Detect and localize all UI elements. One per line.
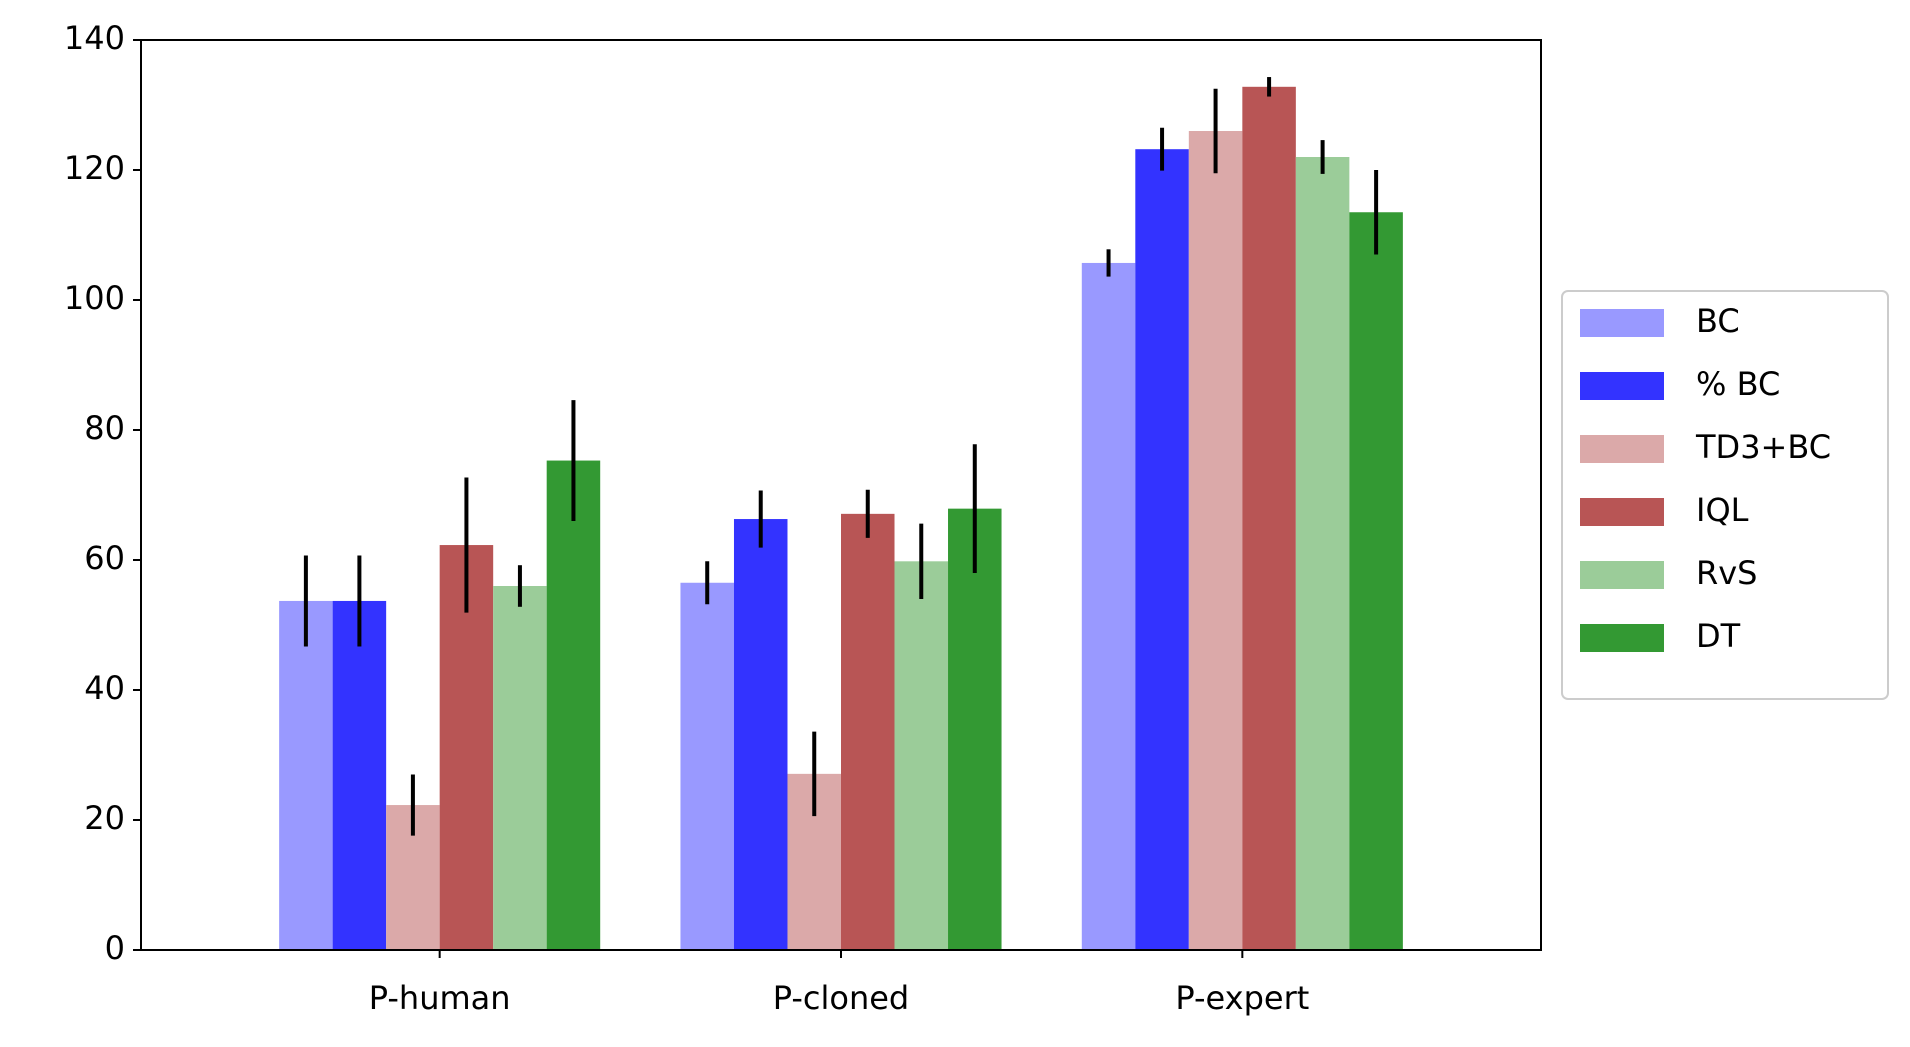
y-tick-label: 20 bbox=[84, 799, 125, 837]
bar bbox=[332, 600, 387, 950]
legend-label: IQL bbox=[1696, 491, 1749, 529]
x-tick-label: P-human bbox=[369, 979, 511, 1017]
legend-label: BC bbox=[1696, 302, 1740, 340]
legend-swatch bbox=[1580, 309, 1664, 337]
legend-swatch bbox=[1580, 435, 1664, 463]
legend-label: TD3+BC bbox=[1695, 428, 1831, 466]
bar bbox=[493, 586, 547, 950]
legend-label: RvS bbox=[1696, 554, 1757, 592]
legend-swatch bbox=[1580, 498, 1664, 526]
legend-swatch bbox=[1580, 561, 1664, 589]
legend-swatch bbox=[1580, 624, 1664, 652]
y-tick-label: 40 bbox=[84, 669, 125, 707]
bar bbox=[733, 519, 788, 950]
x-tick-label: P-cloned bbox=[773, 979, 909, 1017]
bar bbox=[680, 582, 734, 950]
bar bbox=[1242, 86, 1296, 951]
legend-swatch bbox=[1580, 372, 1664, 400]
bar bbox=[279, 600, 333, 950]
legend-label: % BC bbox=[1696, 365, 1780, 403]
y-tick-label: 140 bbox=[64, 19, 125, 57]
bar bbox=[1349, 212, 1403, 950]
y-tick-label: 100 bbox=[64, 279, 125, 317]
plot-frame bbox=[140, 39, 1542, 951]
bar bbox=[894, 561, 949, 950]
y-tick-label: 120 bbox=[64, 149, 125, 187]
bar bbox=[1135, 149, 1189, 950]
bar bbox=[1295, 157, 1350, 950]
bar bbox=[546, 460, 601, 950]
bar bbox=[841, 513, 895, 950]
legend-label: DT bbox=[1696, 617, 1741, 655]
bar bbox=[1081, 262, 1136, 950]
y-tick-label: 0 bbox=[105, 929, 125, 967]
y-tick-label: 80 bbox=[84, 409, 125, 447]
y-tick-label: 60 bbox=[84, 539, 125, 577]
bar bbox=[1188, 131, 1243, 950]
x-tick-label: P-expert bbox=[1175, 979, 1309, 1017]
bar bbox=[948, 508, 1002, 950]
